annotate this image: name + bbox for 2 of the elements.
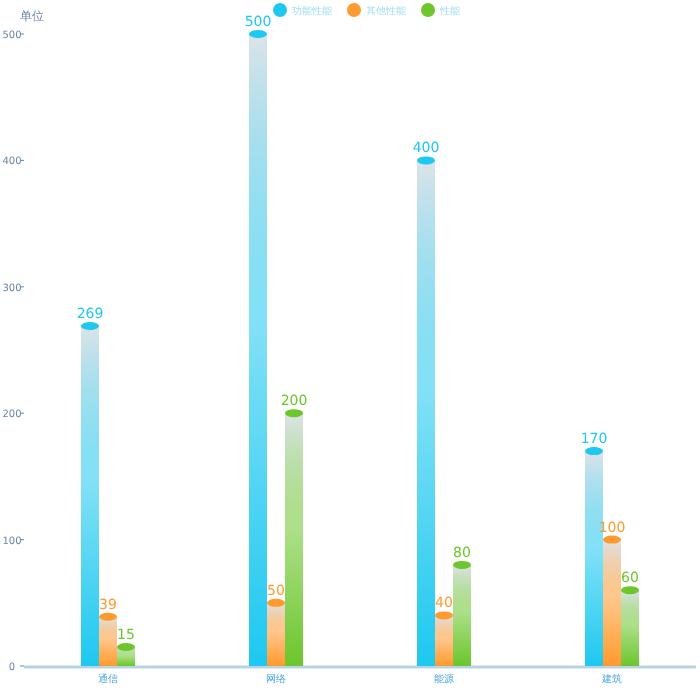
bar xyxy=(81,325,99,666)
bar xyxy=(453,564,471,666)
